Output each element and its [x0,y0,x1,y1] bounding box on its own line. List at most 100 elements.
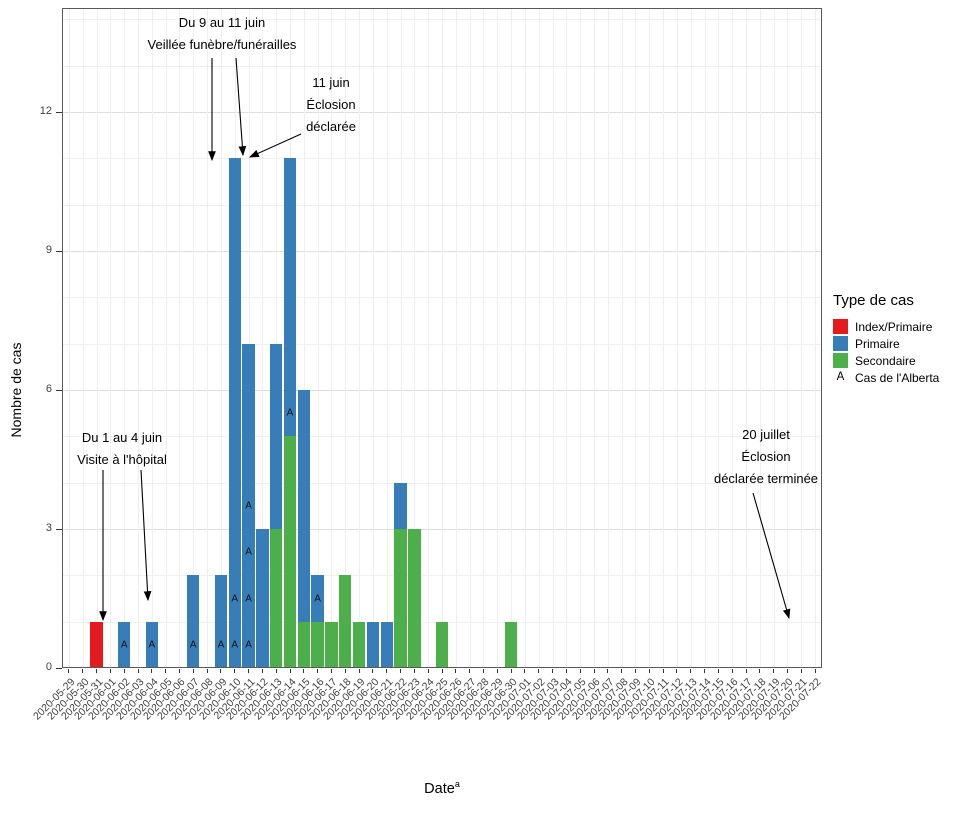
x-axis-tick [289,669,291,673]
x-axis-tick [165,669,167,673]
legend-item: Index/Primaire [833,318,939,335]
x-axis-tick [786,669,788,673]
grid-line-vertical [207,8,209,668]
grid-line-vertical [649,8,651,668]
grid-line-vertical [372,8,374,668]
x-axis-tick [109,669,111,673]
bar-segment-primaire [256,529,269,668]
x-axis-tick [261,669,263,673]
y-axis-title: Nombre de cas [8,342,24,438]
legend-label: Primaire [855,336,900,351]
legend-key-primaire-icon [833,336,848,351]
x-axis-tick [496,669,498,673]
x-axis-tick [192,669,194,673]
x-axis-tick [607,669,609,673]
grid-line-vertical [68,8,70,668]
grid-line-vertical [621,8,623,668]
grid-line-vertical [151,8,153,668]
grid-line-vertical [276,8,278,668]
annotation-line: Éclosion [741,448,791,464]
grid-line-vertical [138,8,139,668]
x-axis-tick [704,669,706,673]
annotation-line: Du 1 au 4 juin [81,430,163,445]
x-axis-tick [717,669,719,673]
bar-segment-secondaire [352,621,366,668]
bar-segment-secondaire [283,436,297,668]
bar-segment-primaire [145,621,159,668]
x-axis-tick [386,669,388,673]
x-axis-tick [731,669,733,673]
alberta-case-label: A [189,639,197,651]
legend-key-secondaire-icon [833,353,848,368]
bar-segment-primaire [117,621,131,668]
grid-line-vertical [704,8,706,668]
annotation-line: Éclosion [306,96,356,112]
grid-line-vertical [773,8,775,668]
x-axis-tick [814,669,816,673]
annotation-declared: 11 juin Éclosion déclarée [306,72,356,137]
x-axis-tick [662,669,664,673]
grid-line-vertical [414,8,416,668]
bar-segment-primaire [394,482,407,529]
bar-segment-secondaire [297,621,311,668]
x-axis-tick [538,669,540,673]
x-axis-tick [96,669,98,673]
x-axis-tick [317,669,319,673]
bar-segment-primaire [269,343,283,529]
alberta-case-label: A [231,639,239,651]
x-axis-tick [690,669,692,673]
bar-segment-primaire [187,575,200,668]
x-axis-tick [579,669,581,673]
bar-segment-primaire [311,575,324,622]
legend-label: Cas de l'Alberta [855,370,940,385]
grid-line-vertical [524,8,526,668]
annotation-line: déclarée terminée [713,470,819,486]
x-axis-tick [206,669,208,673]
grid-line-vertical [815,8,817,668]
grid-line-vertical [428,8,430,668]
x-axis-tick [372,669,374,673]
grid-line-vertical [96,8,98,668]
bar-segment-primaire [297,390,311,622]
y-axis-tick [56,250,62,252]
grid-line-vertical [635,8,637,668]
annotation-line: Du 9 au 11 juin [178,15,266,30]
grid-line-vertical [386,8,388,668]
y-tick-label: 12 [39,105,52,118]
x-axis-tick [248,669,250,673]
x-axis-tick [330,669,332,673]
x-axis-tick [552,669,554,673]
x-axis-tick [358,669,360,673]
grid-line-vertical [165,8,167,668]
grid-line-vertical [663,8,665,668]
grid-line-vertical [469,8,471,668]
alberta-case-label: A [148,639,156,651]
grid-line-vertical [442,8,443,668]
annotation-ended: 20 juillet Éclosion déclarée terminée [714,424,818,489]
x-axis-tick [800,669,802,673]
bar-segment-secondaire [435,621,449,668]
alberta-case-label: A [217,639,225,651]
bar-segment-secondaire [408,529,421,668]
grid-line-vertical [676,8,678,668]
legend-item: A Cas de l'Alberta [833,369,940,386]
grid-line-vertical [566,8,568,668]
annotation-arrow [752,492,791,620]
x-axis-tick [275,669,277,673]
alberta-case-label: A [245,639,252,651]
annotation-line: Visite à l'hôpital [77,451,167,467]
x-axis-footnote-marker: a [454,779,460,789]
bar-segment-index [90,621,103,668]
y-tick-label: 9 [45,244,52,257]
alberta-case-label: A [286,407,294,419]
x-axis-tick [178,669,180,673]
x-axis-tick [151,669,153,673]
alberta-case-label: A [120,639,128,651]
x-axis-tick [773,669,775,673]
bar-segment-primaire [380,621,393,668]
x-axis-tick [303,669,305,673]
annotation-line: 11 juin [312,75,350,90]
legend-items: Index/Primaire Primaire Secondaire A Cas de … [833,318,939,386]
x-axis-tick [524,669,526,673]
